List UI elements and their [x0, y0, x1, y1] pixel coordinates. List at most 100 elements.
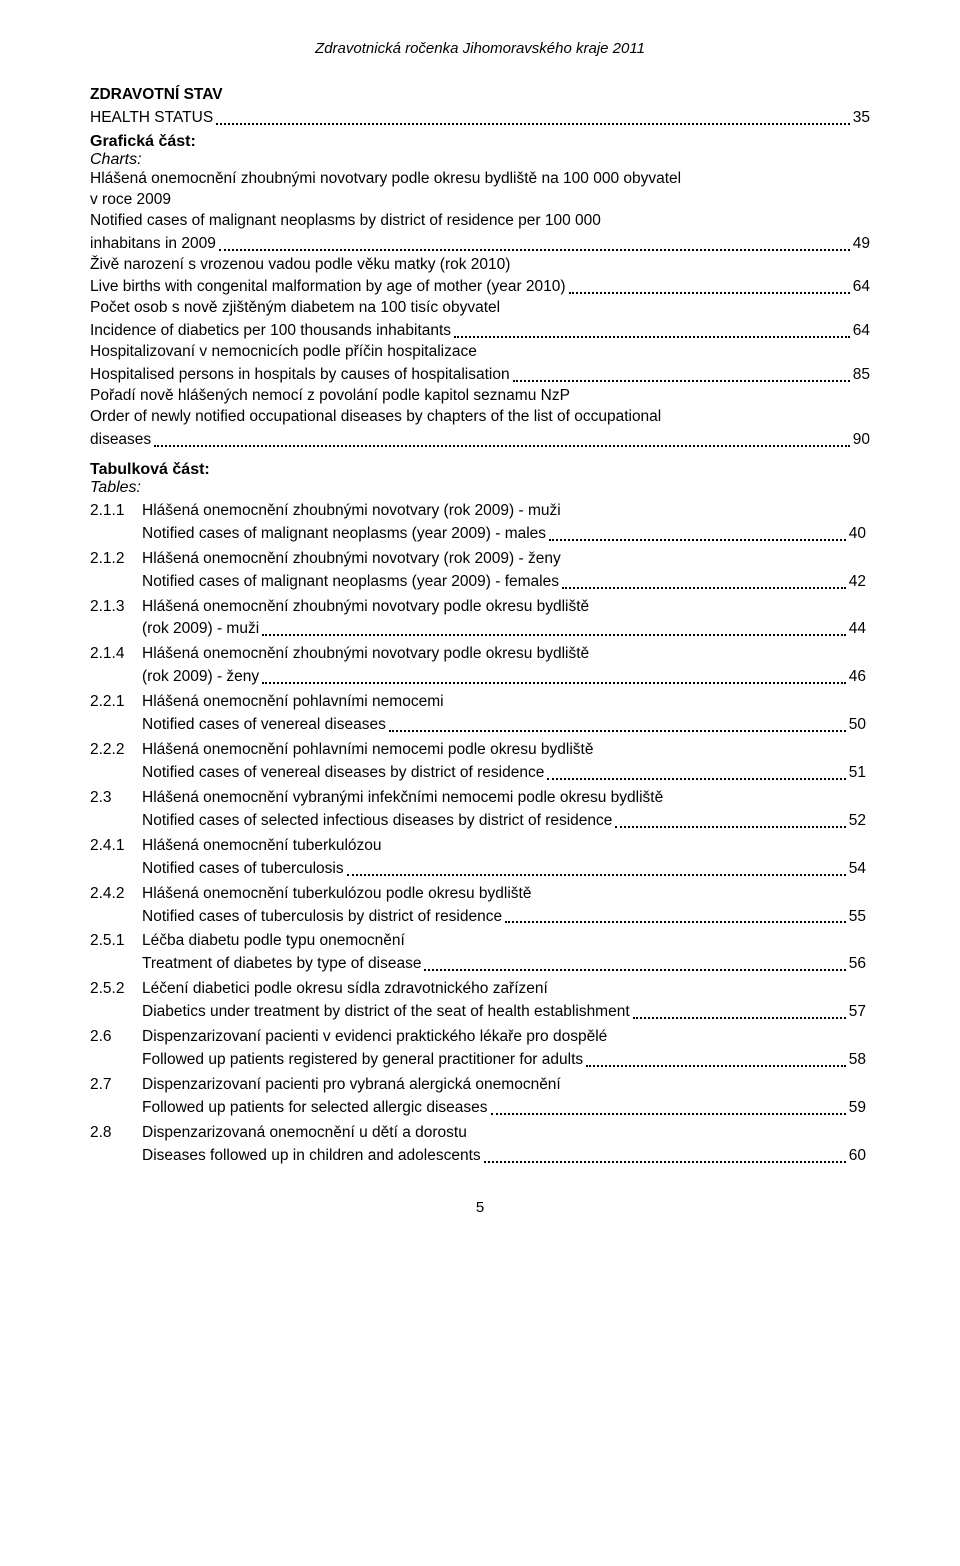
leader [513, 380, 850, 382]
entry-line-last: (rok 2009) - muži 44 [142, 619, 866, 640]
chart-line-cz: Hlášená onemocnění zhoubnými novotvary p… [90, 169, 870, 190]
chart-line-en: Notified cases of malignant neoplasms by… [90, 211, 870, 232]
table-entry: 2.4.2Hlášená onemocnění tuberkulózou pod… [90, 884, 870, 928]
entry-body: Hlášená onemocnění zhoubnými novotvary p… [142, 597, 866, 641]
table-entry: 2.3Hlášená onemocnění vybranými infekční… [90, 788, 870, 832]
section-page: 35 [853, 108, 870, 129]
chart-line-cz: Pořadí nově hlášených nemocí z povolání … [90, 386, 870, 407]
entry-line-cz: Léčba diabetu podle typu onemocnění [142, 931, 866, 952]
table-entry: 2.2.2Hlášená onemocnění pohlavními nemoc… [90, 740, 870, 784]
chart-line-last: Incidence of diabetics per 100 thousands… [90, 321, 870, 342]
entry-number: 2.5.1 [90, 931, 142, 952]
table-entry: 2.2.1Hlášená onemocnění pohlavními nemoc… [90, 692, 870, 736]
chart-line-last: Live births with congenital malformation… [90, 277, 870, 298]
entry-number: 2.4.1 [90, 836, 142, 857]
tables-heading-en: Tables: [90, 479, 870, 497]
entry-page: 57 [849, 1002, 866, 1023]
leader [491, 1113, 846, 1115]
leader [569, 292, 850, 294]
entry-last-text: Notified cases of tuberculosis by distri… [142, 907, 502, 928]
entry-line-last: (rok 2009) - ženy46 [142, 667, 866, 688]
chart-page: 49 [853, 234, 870, 255]
chart-page: 85 [853, 365, 870, 386]
entry-line-cz: Hlášená onemocnění pohlavními nemocemi p… [142, 740, 866, 761]
leader [219, 249, 850, 251]
chart-line-cz: Počet osob s nově zjištěným diabetem na … [90, 298, 870, 319]
entry-line-cz: Léčení diabetici podle okresu sídla zdra… [142, 979, 866, 1000]
entry-page: 55 [849, 907, 866, 928]
chart-entry: Živě narození s vrozenou vadou podle věk… [90, 255, 870, 299]
entry-number: 2.1.3 [90, 597, 142, 618]
charts-heading-en: Charts: [90, 151, 870, 169]
entry-line-last: Diseases followed up in children and ado… [142, 1146, 866, 1167]
entry-last-text: Notified cases of venereal diseases by d… [142, 763, 544, 784]
entry-line-cz: Hlášená onemocnění tuberkulózou [142, 836, 866, 857]
entry-body: Hlášená onemocnění pohlavními nemocemi p… [142, 740, 866, 784]
leader [562, 587, 846, 589]
entry-page: 58 [849, 1050, 866, 1071]
section-title-cz: ZDRAVOTNÍ STAV [90, 86, 223, 103]
chart-entry: Hlášená onemocnění zhoubnými novotvary p… [90, 169, 870, 255]
chart-entry: Pořadí nově hlášených nemocí z povolání … [90, 386, 870, 451]
tables-list: 2.1.1Hlášená onemocnění zhoubnými novotv… [90, 501, 870, 1167]
entry-body: Dispenzarizovaní pacienti pro vybraná al… [142, 1075, 866, 1119]
leader [262, 682, 846, 684]
chart-line-last: inhabitans in 2009 49 [90, 234, 870, 255]
chart-last-text: inhabitans in 2009 [90, 234, 216, 255]
page: Zdravotnická ročenka Jihomoravského kraj… [0, 0, 960, 1266]
leader [505, 921, 846, 923]
entry-line-last: Notified cases of selected infectious di… [142, 811, 866, 832]
table-entry: 2.1.1Hlášená onemocnění zhoubnými novotv… [90, 501, 870, 545]
tables-heading: Tabulková část: Tables: [90, 461, 870, 497]
entry-page: 51 [849, 763, 866, 784]
leader [424, 969, 845, 971]
entry-last-text: Notified cases of malignant neoplasms (y… [142, 524, 546, 545]
entry-line-last: Notified cases of venereal diseases by d… [142, 763, 866, 784]
entry-page: 59 [849, 1098, 866, 1119]
entry-line-cz: Hlášená onemocnění zhoubnými novotvary p… [142, 644, 866, 665]
entry-body: Léčení diabetici podle okresu sídla zdra… [142, 979, 866, 1023]
table-entry: 2.8Dispenzarizovaná onemocnění u dětí a … [90, 1123, 870, 1167]
entry-page: 44 [849, 619, 866, 640]
table-entry: 2.1.4Hlášená onemocnění zhoubnými novotv… [90, 644, 870, 688]
entry-last-text: (rok 2009) - ženy [142, 667, 259, 688]
entry-page: 52 [849, 811, 866, 832]
table-entry: 2.7Dispenzarizovaní pacienti pro vybraná… [90, 1075, 870, 1119]
entry-body: Dispenzarizovaní pacienti v evidenci pra… [142, 1027, 866, 1071]
leader [154, 445, 850, 447]
entry-last-text: Diabetics under treatment by district of… [142, 1002, 630, 1023]
entry-line-cz: Hlášená onemocnění pohlavními nemocemi [142, 692, 866, 713]
leader [586, 1065, 846, 1067]
entry-body: Hlášená onemocnění tuberkulózou podle ok… [142, 884, 866, 928]
entry-line-cz: Hlášená onemocnění zhoubnými novotvary (… [142, 501, 866, 522]
table-entry: 2.4.1Hlášená onemocnění tuberkulózouNoti… [90, 836, 870, 880]
entry-line-last: Notified cases of malignant neoplasms (y… [142, 572, 866, 593]
chart-last-text: Hospitalised persons in hospitals by cau… [90, 365, 510, 386]
entry-line-last: Notified cases of tuberculosis by distri… [142, 907, 866, 928]
entry-line-cz: Dispenzarizovaní pacienti pro vybraná al… [142, 1075, 866, 1096]
charts-list: Hlášená onemocnění zhoubnými novotvary p… [90, 169, 870, 451]
chart-line-cz: Živě narození s vrozenou vadou podle věk… [90, 255, 870, 276]
section-title-line: ZDRAVOTNÍ STAV [90, 85, 870, 106]
table-entry: 2.6Dispenzarizovaní pacienti v evidenci … [90, 1027, 870, 1071]
leader [547, 778, 845, 780]
leader [549, 539, 846, 541]
chart-line-last: Hospitalised persons in hospitals by cau… [90, 365, 870, 386]
entry-number: 2.3 [90, 788, 142, 809]
table-entry: 2.5.2Léčení diabetici podle okresu sídla… [90, 979, 870, 1023]
entry-last-text: Followed up patients registered by gener… [142, 1050, 583, 1071]
chart-line-en: Order of newly notified occupational dis… [90, 407, 870, 428]
entry-last-text: (rok 2009) - muži [142, 619, 259, 640]
entry-body: Léčba diabetu podle typu onemocněníTreat… [142, 931, 866, 975]
entry-line-cz: Hlášená onemocnění zhoubnými novotvary p… [142, 597, 866, 618]
leader [262, 634, 846, 636]
entry-body: Hlášená onemocnění pohlavními nemocemiNo… [142, 692, 866, 736]
entry-number: 2.1.2 [90, 549, 142, 570]
entry-body: Hlášená onemocnění vybranými infekčními … [142, 788, 866, 832]
chart-last-text: diseases [90, 430, 151, 451]
chart-last-text: Incidence of diabetics per 100 thousands… [90, 321, 451, 342]
tables-heading-cz: Tabulková část: [90, 461, 210, 478]
table-entry: 2.1.2Hlášená onemocnění zhoubnými novotv… [90, 549, 870, 593]
entry-body: Hlášená onemocnění tuberkulózouNotified … [142, 836, 866, 880]
chart-line-cz: v roce 2009 [90, 190, 870, 211]
